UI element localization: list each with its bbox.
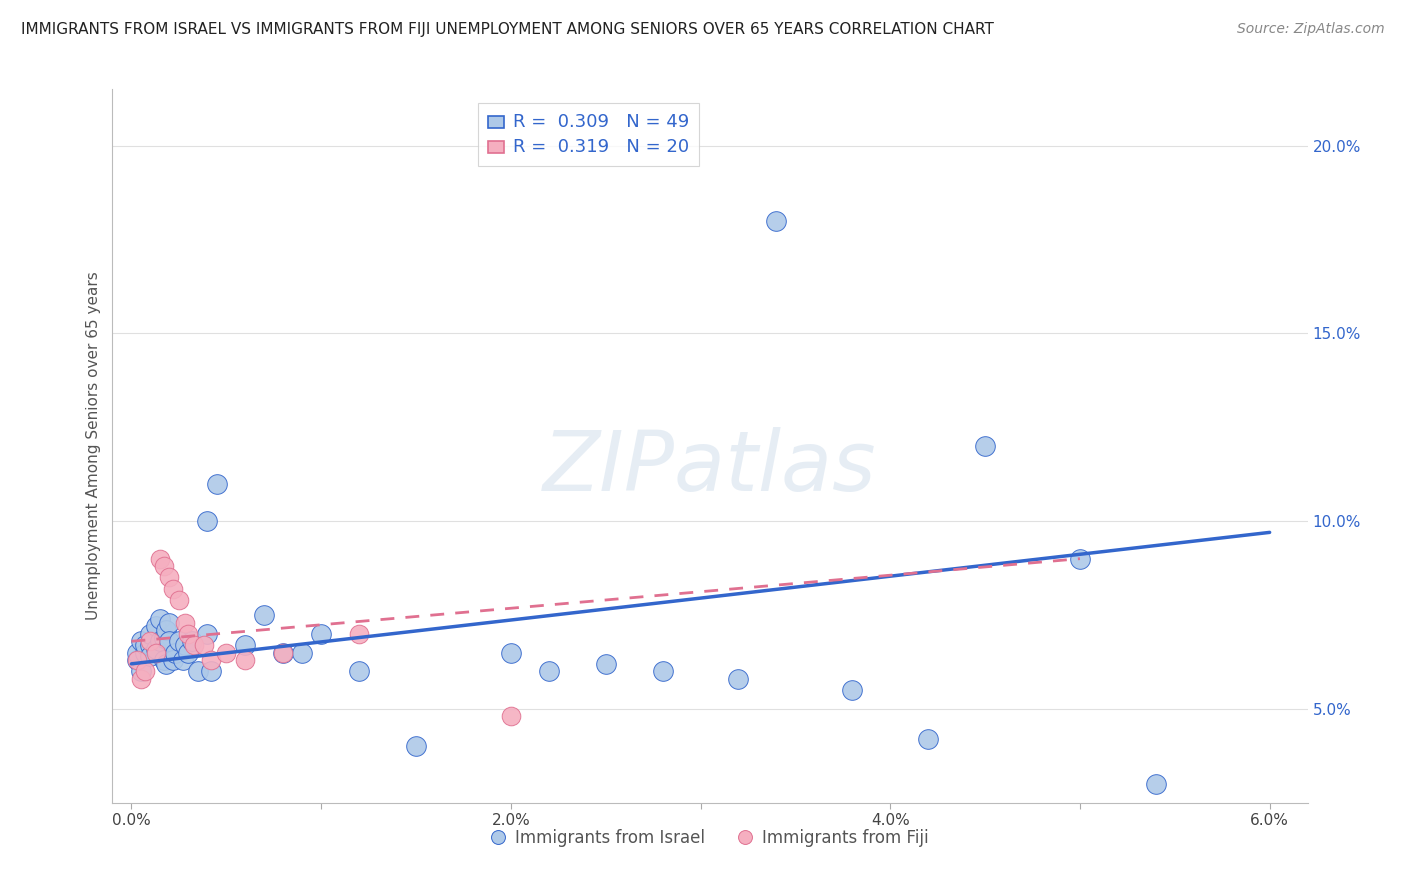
- Point: [309, 627, 332, 641]
- Point: [205, 476, 228, 491]
- Point: [157, 615, 180, 630]
- Point: [149, 612, 172, 626]
- Point: [149, 634, 172, 648]
- Point: [152, 653, 174, 667]
- Point: [149, 551, 172, 566]
- Point: [145, 646, 167, 660]
- Point: [152, 559, 174, 574]
- Point: [157, 570, 180, 584]
- Point: [145, 619, 167, 633]
- Point: [193, 638, 215, 652]
- Point: [162, 653, 184, 667]
- Point: [129, 665, 152, 679]
- Point: [200, 653, 222, 667]
- Text: ZIPatlas: ZIPatlas: [543, 427, 877, 508]
- Point: [134, 646, 156, 660]
- Point: [145, 641, 167, 656]
- Point: [917, 731, 939, 746]
- Point: [595, 657, 617, 671]
- Point: [181, 634, 204, 648]
- Point: [727, 672, 749, 686]
- Point: [167, 634, 190, 648]
- Point: [200, 665, 222, 679]
- Point: [1069, 551, 1091, 566]
- Point: [139, 649, 162, 664]
- Point: [129, 634, 152, 648]
- Legend: Immigrants from Israel, Immigrants from Fiji: Immigrants from Israel, Immigrants from …: [484, 821, 936, 855]
- Point: [253, 607, 276, 622]
- Point: [173, 615, 195, 630]
- Point: [162, 582, 184, 596]
- Point: [347, 627, 370, 641]
- Point: [127, 653, 149, 667]
- Point: [134, 638, 156, 652]
- Point: [127, 653, 149, 667]
- Point: [841, 683, 863, 698]
- Point: [157, 634, 180, 648]
- Point: [233, 638, 256, 652]
- Point: [127, 646, 149, 660]
- Point: [165, 646, 187, 660]
- Point: [233, 653, 256, 667]
- Point: [195, 514, 218, 528]
- Point: [139, 638, 162, 652]
- Point: [651, 665, 673, 679]
- Point: [129, 672, 152, 686]
- Point: [177, 646, 200, 660]
- Point: [139, 627, 162, 641]
- Point: [139, 634, 162, 648]
- Point: [167, 593, 190, 607]
- Point: [152, 631, 174, 645]
- Point: [155, 623, 177, 637]
- Point: [271, 646, 294, 660]
- Point: [291, 646, 314, 660]
- Point: [134, 665, 156, 679]
- Point: [1144, 777, 1167, 791]
- Point: [187, 665, 209, 679]
- Point: [195, 627, 218, 641]
- Point: [215, 646, 238, 660]
- Point: [183, 638, 205, 652]
- Point: [173, 638, 195, 652]
- Point: [499, 646, 522, 660]
- Point: [499, 709, 522, 723]
- Text: IMMIGRANTS FROM ISRAEL VS IMMIGRANTS FROM FIJI UNEMPLOYMENT AMONG SENIORS OVER 6: IMMIGRANTS FROM ISRAEL VS IMMIGRANTS FRO…: [21, 22, 994, 37]
- Point: [537, 665, 560, 679]
- Point: [974, 439, 997, 453]
- Text: Source: ZipAtlas.com: Source: ZipAtlas.com: [1237, 22, 1385, 37]
- Point: [271, 646, 294, 660]
- Point: [405, 739, 427, 754]
- Point: [177, 627, 200, 641]
- Point: [765, 213, 787, 227]
- Point: [172, 653, 194, 667]
- Point: [155, 657, 177, 671]
- Y-axis label: Unemployment Among Seniors over 65 years: Unemployment Among Seniors over 65 years: [86, 272, 101, 620]
- Point: [347, 665, 370, 679]
